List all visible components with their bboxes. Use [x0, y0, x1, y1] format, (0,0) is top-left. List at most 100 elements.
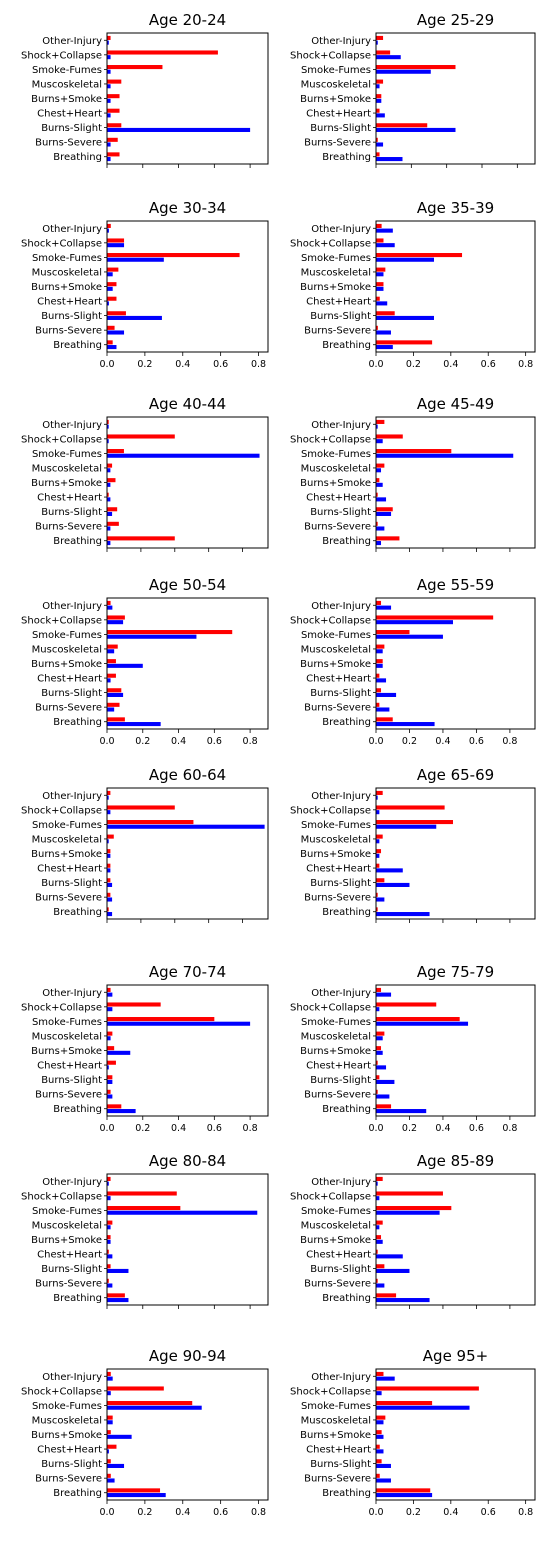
- y-tick-label: Muscoskeletal: [301, 1031, 371, 1042]
- chart-title: Age 85-89: [417, 1152, 494, 1170]
- x-tick-label: 0.2: [135, 736, 150, 747]
- bar-red: [107, 1176, 111, 1181]
- x-tick-label: 0.8: [243, 1123, 258, 1134]
- x-tick-label: 0.0: [99, 1507, 114, 1518]
- bar-red: [107, 340, 113, 345]
- bar-red: [376, 267, 386, 272]
- y-tick-label: Breathing: [53, 907, 102, 918]
- bar-blue: [107, 1109, 136, 1114]
- bar-red: [107, 717, 125, 722]
- bar-red: [376, 659, 383, 664]
- y-tick-label: Breathing: [322, 907, 371, 918]
- bar-red: [107, 94, 120, 99]
- bar-red: [376, 878, 385, 883]
- bar-blue: [376, 84, 380, 89]
- bar-red: [107, 834, 114, 839]
- y-tick-label: Breathing: [53, 1104, 102, 1115]
- y-tick-label: Burns-Severe: [304, 522, 371, 533]
- bar-blue: [376, 1036, 383, 1041]
- bar-blue: [107, 257, 164, 262]
- x-tick-label: 0.2: [406, 359, 421, 370]
- bar-red: [107, 820, 194, 825]
- bar-red: [376, 1293, 397, 1298]
- bar-red: [376, 253, 463, 258]
- plot-frame: [375, 787, 536, 920]
- bar-red: [107, 296, 117, 301]
- bar-blue: [376, 678, 387, 683]
- bar-red: [107, 1075, 113, 1080]
- bar-blue: [376, 142, 384, 147]
- y-tick-label: Burns-Slight: [310, 688, 371, 699]
- bar-blue: [107, 40, 109, 45]
- bar-blue: [107, 1094, 113, 1099]
- x-tick-label: 0.8: [243, 736, 258, 747]
- y-tick-label: Other-Injury: [42, 36, 102, 47]
- y-tick-label: Shock+Collapse: [290, 1386, 371, 1397]
- bar-red: [376, 223, 382, 228]
- bar-red: [376, 1386, 479, 1391]
- bar-blue: [376, 839, 380, 844]
- y-tick-label: Chest+Heart: [306, 1061, 371, 1072]
- bar-blue: [376, 634, 443, 639]
- bar-red: [376, 419, 385, 424]
- bar-blue: [376, 330, 391, 335]
- bar-blue: [376, 1420, 384, 1425]
- y-tick-label: Burns+Smoke: [31, 1046, 102, 1057]
- bar-red: [107, 507, 118, 512]
- bar-red: [107, 863, 111, 868]
- bar-red: [107, 35, 111, 40]
- x-tick-label: 0.8: [251, 359, 266, 370]
- bar-blue: [376, 1181, 378, 1186]
- bar-blue: [107, 1239, 111, 1244]
- chart-panel: Age 30-34 Other-Injury Shock+Collapse Smoke…: [21, 199, 269, 370]
- bar-red: [107, 600, 111, 605]
- bar-red: [107, 1473, 111, 1478]
- bar-red: [376, 1176, 383, 1181]
- y-tick-label: Smoke-Fumes: [32, 1017, 102, 1028]
- bar-red: [107, 1293, 125, 1298]
- x-tick-label: 0.0: [368, 359, 383, 370]
- x-tick-label: 0.8: [502, 1123, 517, 1134]
- bar-blue: [376, 497, 387, 502]
- bar-blue: [376, 1391, 382, 1396]
- x-tick-label: 0.6: [481, 359, 496, 370]
- bar-red: [376, 325, 378, 330]
- bar-red: [107, 1264, 111, 1269]
- y-tick-label: Muscoskeletal: [32, 1031, 102, 1042]
- bar-red: [107, 1002, 161, 1007]
- y-tick-label: Chest+Heart: [37, 864, 102, 875]
- bar-blue: [107, 897, 113, 902]
- bar-red: [376, 50, 391, 55]
- y-tick-label: Burns-Slight: [41, 507, 102, 518]
- bar-red: [107, 223, 111, 228]
- bar-blue: [107, 157, 111, 162]
- y-tick-label: Burns-Severe: [304, 138, 371, 149]
- x-tick-label: 0.0: [368, 1123, 383, 1134]
- bar-blue: [107, 1036, 111, 1041]
- x-tick-label: 0.0: [368, 1507, 383, 1518]
- bar-red: [107, 702, 120, 707]
- bar-blue: [107, 678, 111, 683]
- bar-blue: [376, 1109, 427, 1114]
- y-tick-label: Burns+Smoke: [300, 1046, 371, 1057]
- y-tick-label: Smoke-Fumes: [32, 1206, 102, 1217]
- y-tick-label: Smoke-Fumes: [301, 1017, 371, 1028]
- bar-red: [376, 805, 445, 810]
- x-tick-label: 0.4: [443, 1507, 458, 1518]
- bar-blue: [107, 1283, 113, 1288]
- y-tick-label: Burns-Slight: [310, 507, 371, 518]
- x-tick-label: 0.6: [469, 1123, 484, 1134]
- bar-blue: [376, 620, 453, 625]
- bar-blue: [107, 1021, 251, 1026]
- y-tick-label: Breathing: [322, 717, 371, 728]
- bar-blue: [107, 1210, 258, 1215]
- bar-blue: [376, 1239, 383, 1244]
- plot-frame: [106, 984, 269, 1117]
- bar-blue: [376, 605, 392, 610]
- chart-panel: Age 60-64 Other-Injury Shock+Collapse Smoke…: [21, 766, 269, 923]
- bar-red: [107, 1415, 113, 1420]
- chart-title: Age 95+: [423, 1347, 488, 1365]
- x-tick-label: 0.6: [469, 736, 484, 747]
- bar-blue: [107, 243, 125, 248]
- y-tick-label: Burns+Smoke: [300, 1430, 371, 1441]
